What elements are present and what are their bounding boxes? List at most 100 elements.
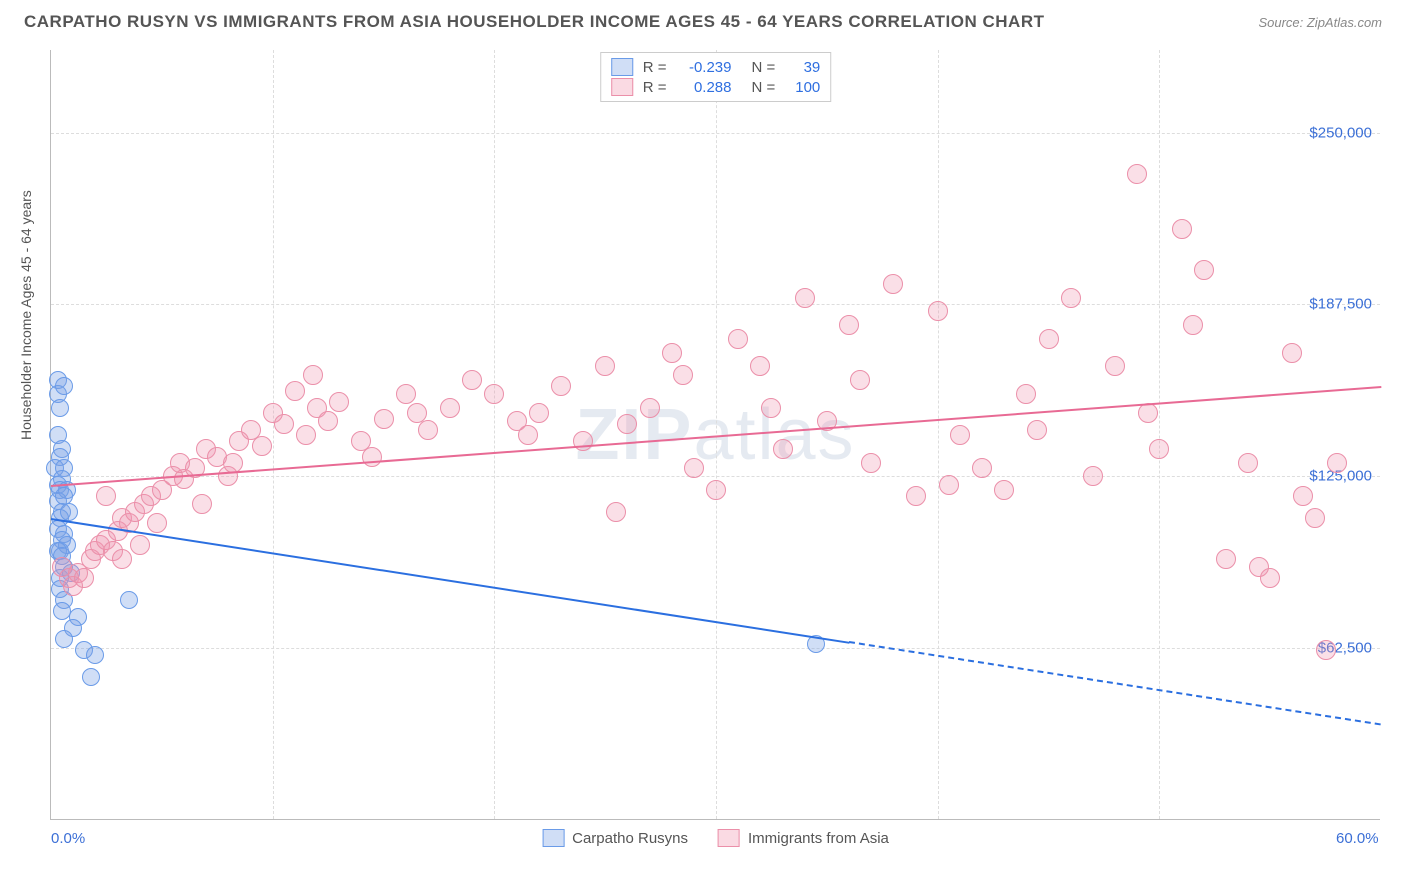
legend-n-label: N =: [752, 79, 776, 96]
data-point: [595, 356, 615, 376]
data-point: [296, 425, 316, 445]
data-point: [1127, 164, 1147, 184]
data-point: [74, 568, 94, 588]
data-point: [55, 630, 73, 648]
data-point: [396, 384, 416, 404]
legend-r-value: 0.288: [677, 79, 732, 96]
data-point: [55, 377, 73, 395]
data-point: [329, 392, 349, 412]
chart-title: CARPATHO RUSYN VS IMMIGRANTS FROM ASIA H…: [24, 12, 1044, 32]
data-point: [462, 370, 482, 390]
data-point: [839, 315, 859, 335]
data-point: [1305, 508, 1325, 528]
y-axis-label: Householder Income Ages 45 - 64 years: [18, 190, 34, 440]
data-point: [883, 274, 903, 294]
data-point: [418, 420, 438, 440]
data-point: [374, 409, 394, 429]
data-point: [130, 535, 150, 555]
legend-stats: R = -0.239 N = 39 R = 0.288 N = 100: [600, 52, 832, 102]
trend-line: [849, 641, 1381, 725]
legend-r-label: R =: [643, 59, 667, 76]
legend-r-label: R =: [643, 79, 667, 96]
data-point: [728, 329, 748, 349]
data-point: [252, 436, 272, 456]
data-point: [1138, 403, 1158, 423]
legend-swatch: [611, 58, 633, 76]
data-point: [60, 503, 78, 521]
data-point: [1293, 486, 1313, 506]
data-point: [617, 414, 637, 434]
data-point: [551, 376, 571, 396]
data-point: [1061, 288, 1081, 308]
legend-series-item: Immigrants from Asia: [718, 829, 889, 847]
legend-n-value: 100: [785, 79, 820, 96]
data-point: [484, 384, 504, 404]
data-point: [1105, 356, 1125, 376]
data-point: [51, 399, 69, 417]
data-point: [285, 381, 305, 401]
data-point: [662, 343, 682, 363]
data-point: [761, 398, 781, 418]
chart-source: Source: ZipAtlas.com: [1258, 15, 1382, 30]
grid-line-v: [273, 50, 274, 819]
legend-swatch: [718, 829, 740, 847]
legend-n-value: 39: [785, 59, 820, 76]
scatter-chart: ZIPatlas $62,500$125,000$187,500$250,000…: [50, 50, 1380, 820]
data-point: [1172, 219, 1192, 239]
legend-series: Carpatho Rusyns Immigrants from Asia: [542, 829, 889, 847]
data-point: [606, 502, 626, 522]
legend-stats-row: R = -0.239 N = 39: [611, 57, 821, 77]
data-point: [55, 487, 73, 505]
data-point: [1238, 453, 1258, 473]
data-point: [86, 646, 104, 664]
grid-line-v: [494, 50, 495, 819]
data-point: [223, 453, 243, 473]
data-point: [950, 425, 970, 445]
data-point: [82, 668, 100, 686]
x-tick-label: 0.0%: [51, 830, 85, 847]
legend-r-value: -0.239: [677, 59, 732, 76]
x-tick-label: 60.0%: [1336, 830, 1379, 847]
data-point: [1194, 260, 1214, 280]
data-point: [96, 486, 116, 506]
data-point: [850, 370, 870, 390]
data-point: [994, 480, 1014, 500]
legend-series-label: Immigrants from Asia: [748, 830, 889, 847]
data-point: [303, 365, 323, 385]
data-point: [518, 425, 538, 445]
data-point: [861, 453, 881, 473]
legend-series-label: Carpatho Rusyns: [572, 830, 688, 847]
chart-header: CARPATHO RUSYN VS IMMIGRANTS FROM ASIA H…: [0, 0, 1406, 40]
data-point: [112, 549, 132, 569]
data-point: [1039, 329, 1059, 349]
data-point: [1183, 315, 1203, 335]
data-point: [1083, 466, 1103, 486]
legend-series-item: Carpatho Rusyns: [542, 829, 688, 847]
data-point: [192, 494, 212, 514]
data-point: [906, 486, 926, 506]
data-point: [684, 458, 704, 478]
data-point: [939, 475, 959, 495]
data-point: [1282, 343, 1302, 363]
y-tick-label: $187,500: [1309, 296, 1372, 313]
data-point: [1149, 439, 1169, 459]
data-point: [440, 398, 460, 418]
data-point: [673, 365, 693, 385]
data-point: [1216, 549, 1236, 569]
data-point: [1327, 453, 1347, 473]
data-point: [407, 403, 427, 423]
grid-line-v: [938, 50, 939, 819]
data-point: [362, 447, 382, 467]
legend-n-label: N =: [752, 59, 776, 76]
data-point: [795, 288, 815, 308]
data-point: [640, 398, 660, 418]
data-point: [928, 301, 948, 321]
legend-swatch: [542, 829, 564, 847]
legend-swatch: [611, 78, 633, 96]
data-point: [706, 480, 726, 500]
data-point: [529, 403, 549, 423]
y-tick-label: $250,000: [1309, 124, 1372, 141]
grid-line-v: [1159, 50, 1160, 819]
data-point: [1027, 420, 1047, 440]
data-point: [318, 411, 338, 431]
